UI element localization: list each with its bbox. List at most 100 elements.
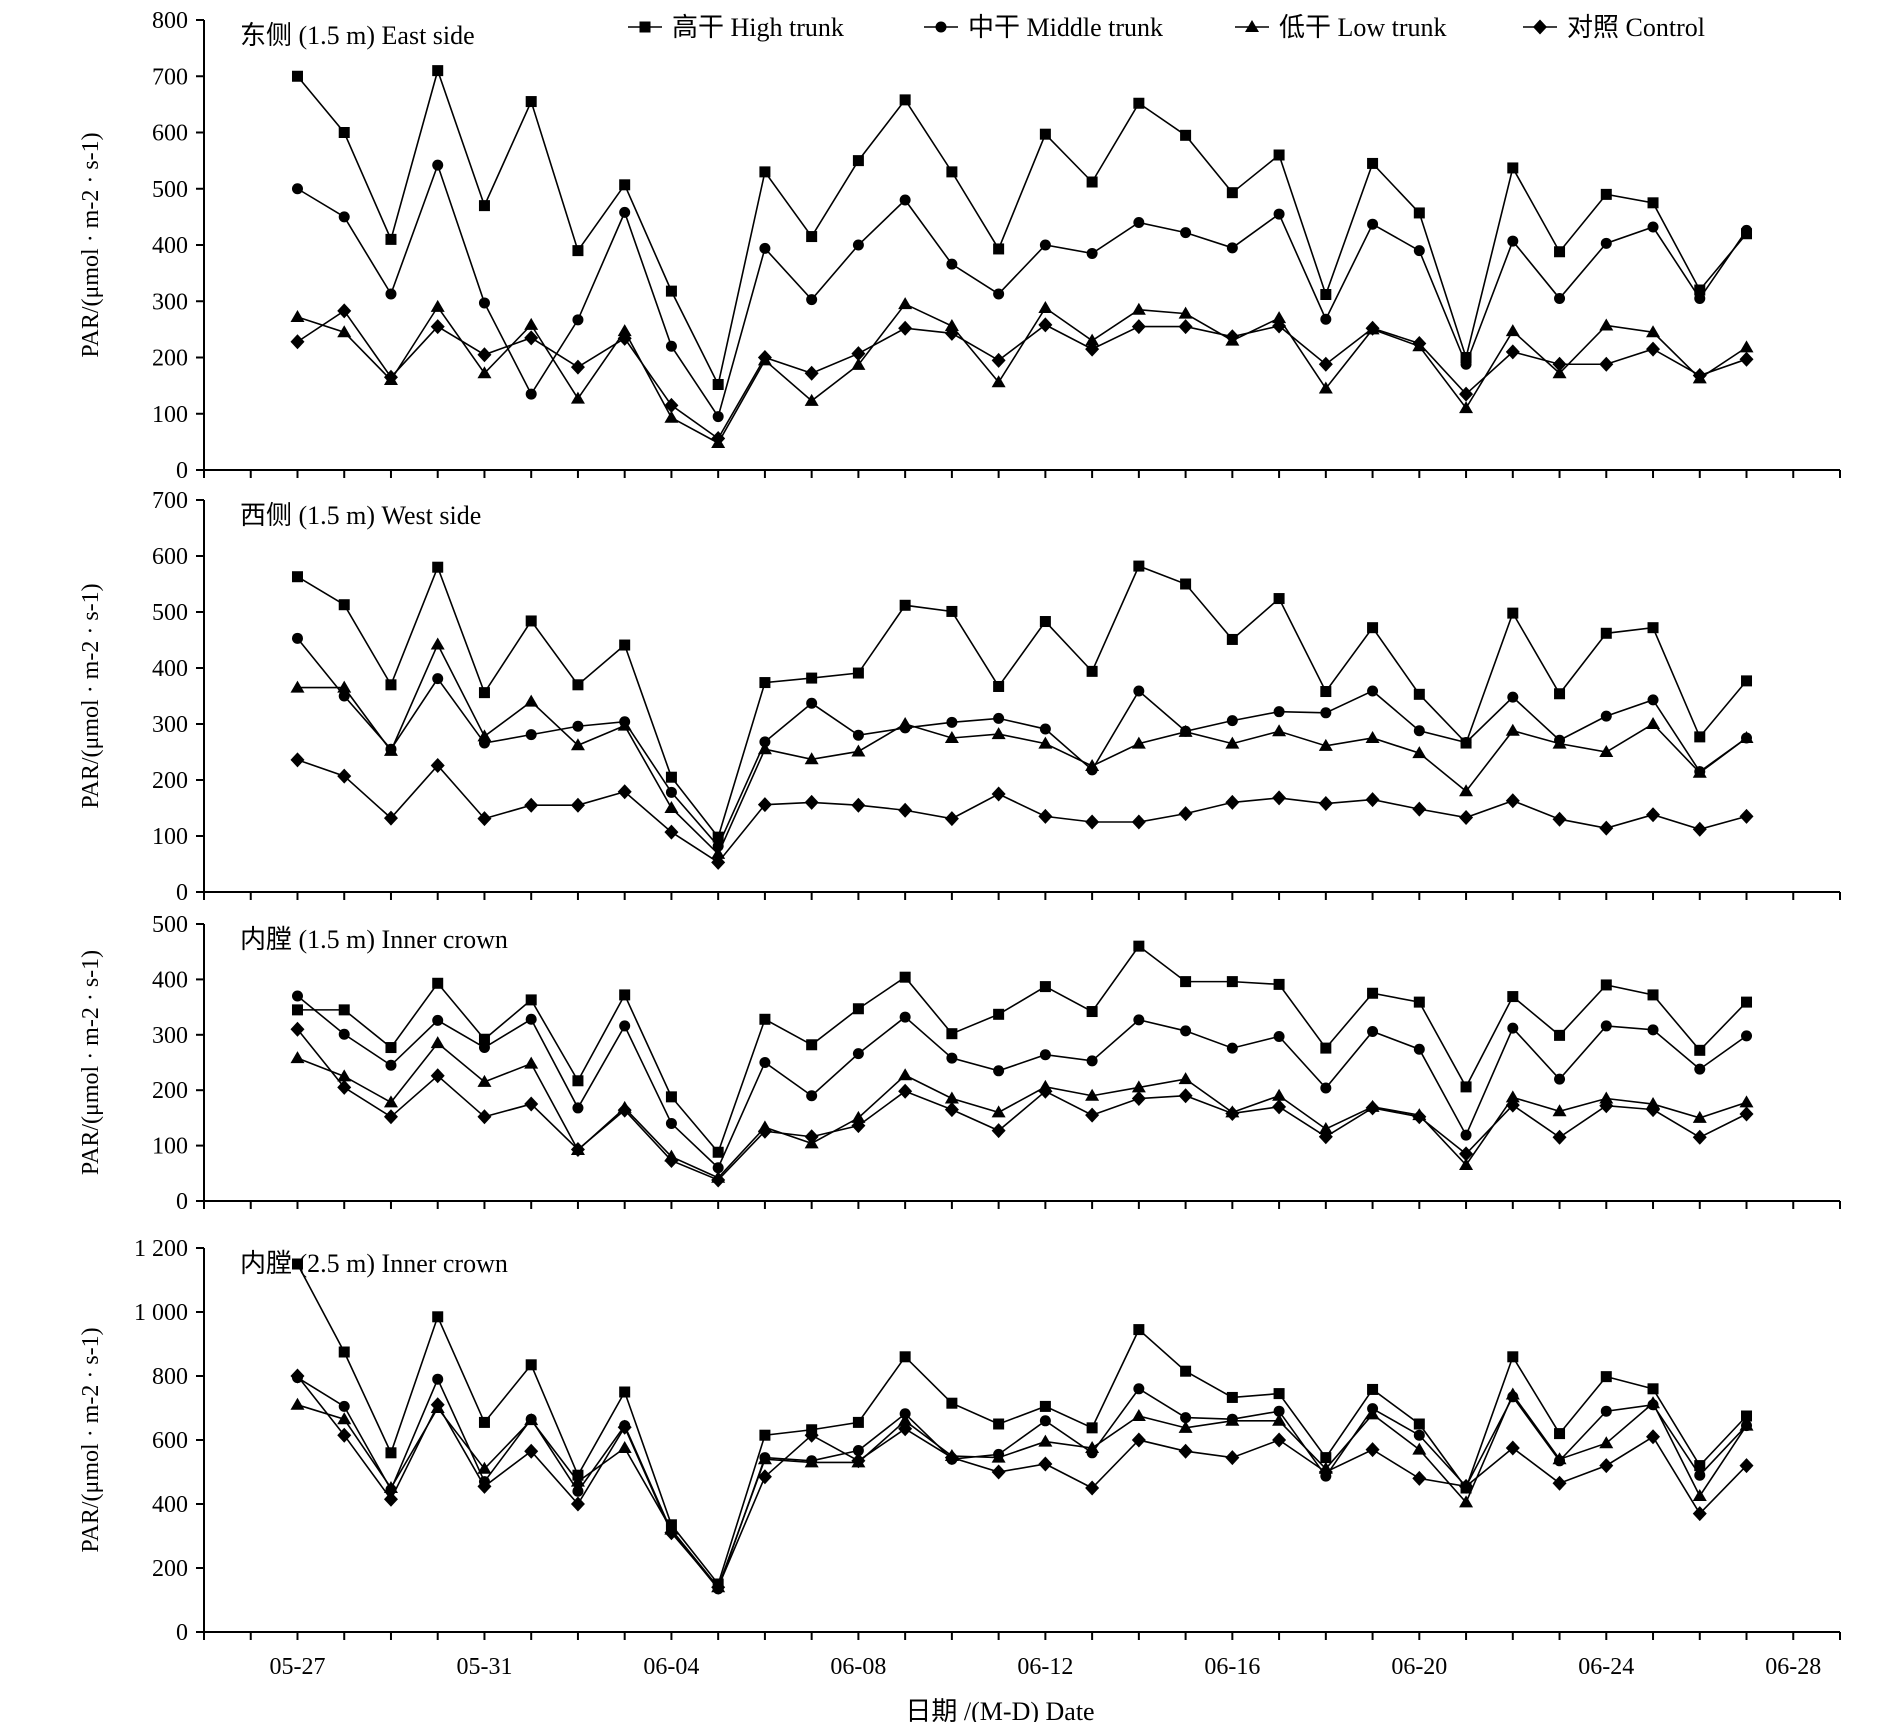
data-point — [1413, 996, 1425, 1008]
data-point — [477, 1478, 492, 1494]
data-point — [572, 1102, 584, 1114]
data-point — [1739, 808, 1754, 824]
data-point — [1039, 616, 1051, 628]
data-point — [1367, 1025, 1379, 1037]
data-point — [899, 1351, 911, 1363]
data-point — [570, 359, 585, 375]
data-point — [944, 811, 959, 827]
data-point — [1318, 1129, 1333, 1145]
data-point — [432, 1014, 444, 1026]
series-line — [297, 642, 1747, 856]
series-line — [296, 67, 1748, 387]
data-point — [1180, 1365, 1192, 1377]
data-point — [1226, 1042, 1238, 1054]
x-tick-label: 06-28 — [1765, 1654, 1821, 1680]
data-point — [1647, 622, 1659, 634]
data-point — [1320, 686, 1332, 698]
data-point — [898, 1421, 913, 1437]
data-point — [1505, 1097, 1520, 1113]
data-point — [617, 1102, 632, 1118]
data-point — [1085, 814, 1100, 830]
data-point — [1039, 723, 1051, 735]
data-point — [1038, 1434, 1053, 1447]
series-1 — [291, 940, 1753, 1158]
data-point — [806, 1039, 818, 1051]
data-point — [1367, 218, 1379, 230]
y-tick-label: 0 — [176, 1620, 188, 1646]
data-point — [477, 1461, 492, 1474]
data-point — [1739, 1418, 1754, 1431]
y-tick-label: 400 — [152, 233, 188, 259]
data-point — [1318, 1121, 1333, 1134]
data-point — [1647, 1024, 1659, 1036]
data-point — [1647, 1383, 1659, 1395]
legend-marker — [639, 21, 651, 33]
data-point — [524, 1096, 539, 1112]
data-point — [1272, 724, 1287, 737]
data-point — [477, 811, 492, 827]
data-point — [664, 1525, 679, 1541]
data-point — [898, 1083, 913, 1099]
data-point — [525, 615, 537, 627]
data-point — [477, 1074, 492, 1087]
data-point — [1505, 723, 1520, 736]
data-point — [1365, 1100, 1380, 1116]
data-point — [1225, 329, 1240, 345]
data-point — [1086, 176, 1098, 188]
data-point — [1507, 1351, 1519, 1363]
data-point — [1646, 807, 1661, 823]
panel-1: 0 100 200 300 400 500 600 700 800 PAR/(μmol · m-2… — [78, 8, 1841, 484]
data-point — [993, 243, 1005, 255]
data-point — [1554, 1029, 1566, 1041]
data-point — [1552, 1452, 1567, 1465]
legend-marker — [1245, 20, 1259, 32]
data-point — [1741, 675, 1753, 687]
data-point — [1600, 1020, 1612, 1032]
data-point — [1318, 356, 1333, 372]
series-2 — [291, 990, 1753, 1174]
data-point — [1085, 759, 1100, 771]
y-tick-label: 0 — [176, 880, 188, 906]
data-point — [1739, 1106, 1754, 1122]
data-point — [290, 1051, 305, 1064]
y-axis-label: PAR/(μmol · m-2 · s-1) — [78, 950, 104, 1175]
data-point — [1085, 1441, 1100, 1453]
data-point — [1412, 1470, 1427, 1486]
y-tick-label: 0 — [176, 458, 188, 484]
data-point — [432, 561, 444, 573]
data-point — [1646, 1429, 1661, 1445]
data-point — [993, 712, 1005, 724]
data-point — [1600, 627, 1612, 639]
data-point — [806, 697, 818, 709]
data-point — [1086, 1006, 1098, 1018]
series-line — [297, 945, 1748, 1154]
data-point — [852, 155, 864, 167]
data-point — [1459, 1495, 1474, 1508]
series-1 — [291, 65, 1753, 390]
panel-2: 0 100 200 300 400 500 600 700 PAR/(μmol · m-2 · … — [78, 488, 1841, 906]
data-point — [338, 599, 350, 611]
data-point — [383, 810, 398, 826]
data-point — [1320, 289, 1332, 300]
data-point — [290, 1397, 305, 1410]
data-point — [1133, 685, 1145, 697]
data-point — [338, 1400, 350, 1412]
data-point — [1741, 224, 1753, 236]
series-line — [297, 1041, 1747, 1179]
data-point — [759, 166, 771, 178]
data-point — [1273, 1030, 1285, 1042]
data-point — [1131, 1432, 1146, 1448]
data-point — [291, 990, 303, 1002]
panel-3: 0 100 200 300 400 500 PAR/(μmol · m-2 · s-1) 内膛… — [78, 912, 1841, 1215]
panel-title: 内膛 (2.5 m) Inner crown — [240, 1249, 508, 1278]
data-point — [617, 324, 632, 337]
data-point — [1554, 688, 1566, 700]
data-point — [383, 1481, 398, 1493]
data-point — [619, 1386, 631, 1398]
data-point — [1225, 1450, 1240, 1466]
data-point — [1272, 1432, 1287, 1448]
x-tick-label: 05-31 — [456, 1654, 512, 1680]
data-point — [1413, 1429, 1425, 1441]
data-point — [1178, 1443, 1193, 1459]
